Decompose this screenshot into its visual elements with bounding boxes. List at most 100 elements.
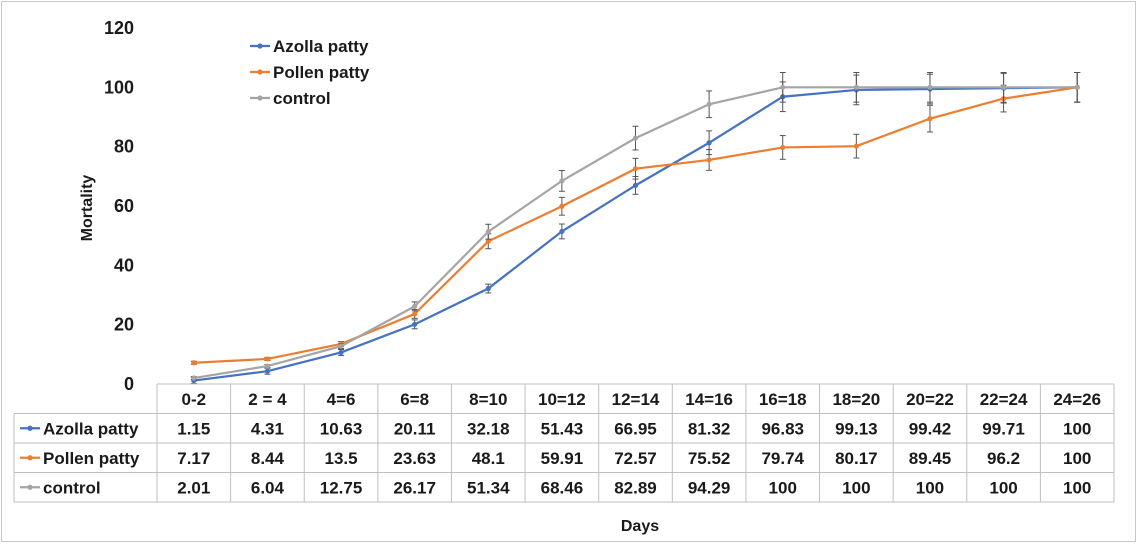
data-point xyxy=(264,363,271,369)
table-legend-key-marker xyxy=(27,425,33,431)
data-point xyxy=(1074,84,1080,90)
x-tick-label: 14=16 xyxy=(685,390,733,409)
data-label: 1.15 xyxy=(177,419,210,438)
data-label: 23.63 xyxy=(393,449,436,468)
data-point xyxy=(412,321,418,327)
data-label: 13.5 xyxy=(324,449,357,468)
data-label: 100 xyxy=(1063,478,1091,497)
series-group xyxy=(190,72,1081,366)
data-label: 100 xyxy=(916,478,944,497)
y-tick-label: 120 xyxy=(104,18,134,38)
y-tick-label: 40 xyxy=(114,255,134,275)
data-point xyxy=(485,238,491,244)
x-tick-label: 18=20 xyxy=(832,390,880,409)
data-label: 66.95 xyxy=(614,419,657,438)
table-series-name: Azolla patty xyxy=(43,419,139,438)
data-label: 82.89 xyxy=(614,478,657,497)
data-label: 32.18 xyxy=(467,419,510,438)
data-point xyxy=(264,356,271,362)
data-point xyxy=(338,343,344,349)
table-series-name: Pollen patty xyxy=(43,449,140,468)
data-point xyxy=(927,84,933,90)
y-tick-label: 80 xyxy=(114,137,134,157)
data-label: 99.42 xyxy=(909,419,952,438)
legend-label: Pollen patty xyxy=(273,63,370,82)
data-point xyxy=(191,375,197,381)
y-axis-title: Mortality xyxy=(79,175,96,242)
data-point xyxy=(632,182,639,188)
data-label: 26.17 xyxy=(393,478,436,497)
data-table: 0-2 2 = 4 4=6 6=8 8=10 10=12 12=14 14=16 16=18 18… xyxy=(13,383,1115,503)
data-point xyxy=(780,84,786,90)
data-label: 89.45 xyxy=(909,449,952,468)
series-group xyxy=(190,72,1081,381)
data-label: 100 xyxy=(989,478,1017,497)
data-label: 20.11 xyxy=(394,419,436,438)
y-tick-label: 60 xyxy=(114,196,134,216)
data-label: 48.1 xyxy=(472,449,505,468)
data-point xyxy=(853,143,859,149)
data-label: 8.44 xyxy=(251,449,285,468)
data-point xyxy=(706,140,712,146)
data-label: 99.71 xyxy=(982,419,1025,438)
x-tick-label: 6=8 xyxy=(400,390,429,409)
x-tick-label: 12=14 xyxy=(612,390,660,409)
series-group xyxy=(190,72,1081,385)
data-point xyxy=(485,285,491,292)
data-point xyxy=(780,144,786,151)
data-label: 100 xyxy=(1063,449,1091,468)
data-label: 100 xyxy=(842,478,870,497)
data-label: 80.17 xyxy=(835,449,878,468)
data-point xyxy=(191,360,197,366)
data-label: 96.83 xyxy=(761,419,804,438)
data-point xyxy=(853,84,859,90)
x-tick-label: 10=12 xyxy=(538,390,586,409)
x-tick-label: 24=26 xyxy=(1053,390,1101,409)
y-tick-label: 100 xyxy=(104,77,134,97)
data-label: 10.63 xyxy=(320,419,363,438)
data-label: 100 xyxy=(1063,419,1091,438)
data-label: 72.57 xyxy=(614,449,657,468)
data-label: 59.91 xyxy=(541,449,584,468)
data-label: 99.13 xyxy=(835,419,878,438)
data-label: 12.75 xyxy=(320,478,363,497)
legend: Azolla patty Pollen patty control xyxy=(250,37,370,108)
data-label: 2.01 xyxy=(177,478,210,497)
data-point xyxy=(559,203,565,209)
data-label: 68.46 xyxy=(541,478,584,497)
data-label: 51.43 xyxy=(541,419,584,438)
x-tick-label: 4=6 xyxy=(327,390,356,409)
plot-area: 0 20 40 60 80 100 120 xyxy=(104,18,1081,394)
table-legend-key-marker xyxy=(27,455,33,461)
legend-marker xyxy=(257,43,263,49)
data-label: 81.32 xyxy=(688,419,731,438)
data-label: 6.04 xyxy=(251,478,285,497)
legend-label: Azolla patty xyxy=(273,37,369,56)
data-label: 94.29 xyxy=(688,478,731,497)
data-point xyxy=(264,368,271,374)
x-tick-label: 16=18 xyxy=(759,390,807,409)
x-tick-label: 0-2 xyxy=(182,390,207,409)
x-tick-label: 20=22 xyxy=(906,390,954,409)
x-axis-title: Days xyxy=(621,518,659,535)
data-point xyxy=(706,157,712,163)
data-point xyxy=(338,349,344,356)
table-legend-key-marker xyxy=(27,484,33,490)
data-point xyxy=(706,101,712,107)
data-label: 100 xyxy=(769,478,797,497)
legend-label: control xyxy=(273,89,331,108)
y-tick-label: 0 xyxy=(124,374,134,394)
data-label: 4.31 xyxy=(251,419,284,438)
data-point xyxy=(927,116,933,122)
data-point xyxy=(632,166,639,172)
y-tick-label: 20 xyxy=(114,315,134,335)
data-label: 79.74 xyxy=(761,449,804,468)
data-point xyxy=(485,229,491,235)
data-point xyxy=(412,303,418,309)
data-point xyxy=(559,178,565,184)
data-label: 96.2 xyxy=(987,449,1020,468)
x-tick-label: 2 = 4 xyxy=(248,390,287,409)
data-point xyxy=(632,135,639,141)
